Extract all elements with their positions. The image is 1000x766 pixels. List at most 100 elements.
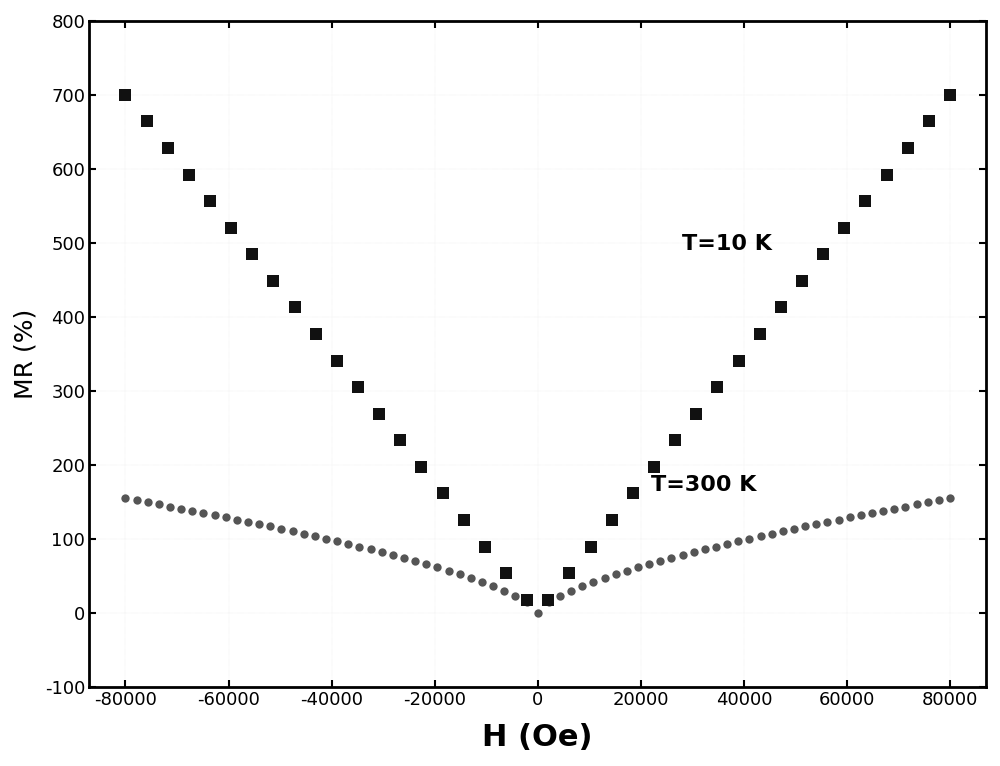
Point bbox=[897, 500, 913, 512]
Point bbox=[207, 509, 223, 521]
Point bbox=[507, 590, 523, 602]
Point bbox=[474, 576, 490, 588]
Point bbox=[218, 511, 234, 523]
Point bbox=[688, 408, 704, 420]
Point bbox=[831, 513, 847, 525]
Point bbox=[819, 516, 835, 528]
Point bbox=[139, 116, 155, 128]
Point bbox=[786, 522, 802, 535]
Point bbox=[667, 434, 683, 447]
Point bbox=[875, 505, 891, 517]
Point bbox=[604, 514, 620, 526]
Point bbox=[452, 568, 468, 581]
Point bbox=[775, 525, 791, 537]
Point bbox=[140, 496, 156, 509]
Point bbox=[262, 520, 278, 532]
Point bbox=[719, 538, 735, 550]
Point bbox=[886, 502, 902, 515]
Point bbox=[764, 528, 780, 540]
Point bbox=[340, 538, 356, 550]
Point bbox=[942, 493, 958, 505]
Point bbox=[477, 541, 493, 553]
Point bbox=[652, 555, 668, 567]
Point bbox=[931, 494, 947, 506]
Point bbox=[641, 558, 657, 570]
Point bbox=[251, 518, 267, 530]
Point bbox=[195, 507, 211, 519]
Point bbox=[371, 408, 387, 420]
Point bbox=[160, 142, 176, 154]
Point bbox=[396, 552, 412, 564]
Point bbox=[318, 532, 334, 545]
Point bbox=[909, 499, 925, 511]
Point bbox=[630, 561, 646, 574]
Point bbox=[921, 116, 937, 128]
Point bbox=[173, 502, 189, 515]
X-axis label: H (Oe): H (Oe) bbox=[482, 723, 593, 752]
Point bbox=[797, 520, 813, 532]
Point bbox=[350, 381, 366, 393]
Point bbox=[162, 500, 178, 512]
Point bbox=[202, 195, 218, 208]
Point bbox=[708, 540, 724, 552]
Point bbox=[773, 301, 789, 313]
Point bbox=[842, 511, 858, 523]
Point bbox=[619, 565, 635, 577]
Point bbox=[181, 169, 197, 181]
Point bbox=[498, 567, 514, 579]
Point bbox=[413, 461, 429, 473]
Point bbox=[117, 89, 133, 101]
Point bbox=[151, 499, 167, 511]
Text: T=10 K: T=10 K bbox=[682, 234, 772, 254]
Point bbox=[563, 584, 579, 597]
Point bbox=[794, 275, 810, 287]
Point bbox=[857, 195, 873, 208]
Point bbox=[540, 594, 556, 606]
Point bbox=[808, 518, 824, 530]
Point bbox=[285, 525, 301, 537]
Point bbox=[879, 169, 895, 181]
Point bbox=[240, 516, 256, 528]
Point bbox=[675, 548, 691, 561]
Point bbox=[287, 301, 303, 313]
Point bbox=[530, 607, 546, 619]
Point bbox=[646, 461, 662, 473]
Point bbox=[407, 555, 423, 567]
Point bbox=[229, 513, 245, 525]
Point bbox=[485, 580, 501, 592]
Point bbox=[435, 487, 451, 499]
Point bbox=[463, 571, 479, 584]
Point bbox=[663, 552, 679, 564]
Point bbox=[574, 580, 590, 592]
Point bbox=[597, 571, 613, 584]
Point bbox=[519, 594, 535, 606]
Point bbox=[117, 493, 133, 505]
Point bbox=[308, 328, 324, 340]
Point bbox=[583, 541, 599, 553]
Point bbox=[608, 568, 624, 581]
Point bbox=[273, 522, 289, 535]
Point bbox=[753, 530, 769, 542]
Point bbox=[496, 584, 512, 597]
Point bbox=[864, 507, 880, 519]
Point bbox=[741, 532, 757, 545]
Point bbox=[329, 535, 345, 548]
Point bbox=[625, 487, 641, 499]
Point bbox=[730, 535, 746, 548]
Point bbox=[731, 355, 747, 367]
Point bbox=[184, 505, 200, 517]
Point bbox=[385, 548, 401, 561]
Point bbox=[552, 590, 568, 602]
Point bbox=[686, 546, 702, 558]
Point bbox=[265, 275, 281, 287]
Point bbox=[296, 528, 312, 540]
Point bbox=[519, 596, 535, 608]
Point bbox=[392, 434, 408, 447]
Point bbox=[561, 567, 577, 579]
Point bbox=[697, 543, 713, 555]
Point bbox=[244, 248, 260, 260]
Point bbox=[752, 328, 768, 340]
Point bbox=[329, 355, 345, 367]
Point bbox=[815, 248, 831, 260]
Text: T=300 K: T=300 K bbox=[651, 475, 756, 495]
